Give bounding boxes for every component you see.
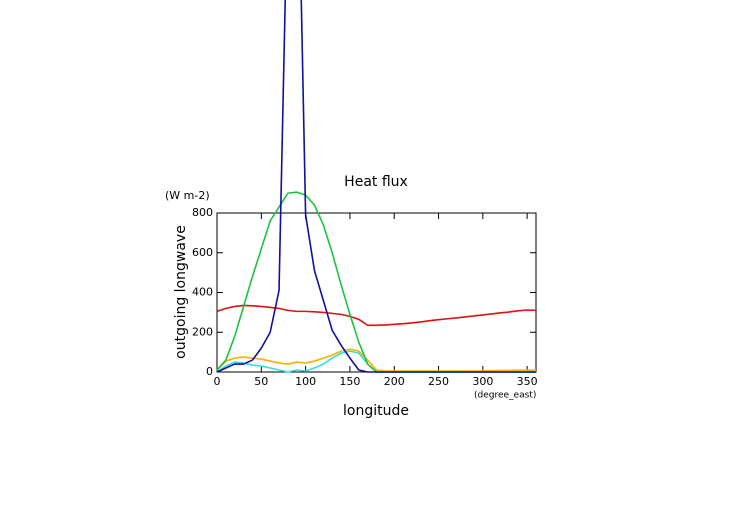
data-line xyxy=(216,0,536,373)
x-tick-label: 0 xyxy=(214,375,221,388)
data-line xyxy=(216,191,536,373)
data-line xyxy=(216,304,537,327)
x-tick-label: 200 xyxy=(384,375,405,388)
y-tick-label: 400 xyxy=(192,286,213,299)
y-tick-label: 200 xyxy=(192,325,213,338)
x-axis-label: longitude xyxy=(343,403,409,419)
x-tick-label: 250 xyxy=(428,375,449,388)
data-line xyxy=(216,348,536,372)
x-tick-label: 50 xyxy=(254,375,268,388)
x-tick-label: 300 xyxy=(472,375,493,388)
x-units: (degree_east) xyxy=(474,391,536,401)
y-tick-label: 600 xyxy=(192,246,213,259)
y-axis-label: outgoing longwave xyxy=(173,225,189,359)
x-tick-label: 350 xyxy=(517,375,538,388)
y-tick-label: 800 xyxy=(192,206,213,219)
y-units: (W m-2) xyxy=(165,189,210,202)
x-tick-label: 150 xyxy=(339,375,360,388)
chart-title: Heat flux xyxy=(344,174,408,190)
y-tick-label: 0 xyxy=(206,365,213,378)
x-tick-label: 100 xyxy=(295,375,316,388)
